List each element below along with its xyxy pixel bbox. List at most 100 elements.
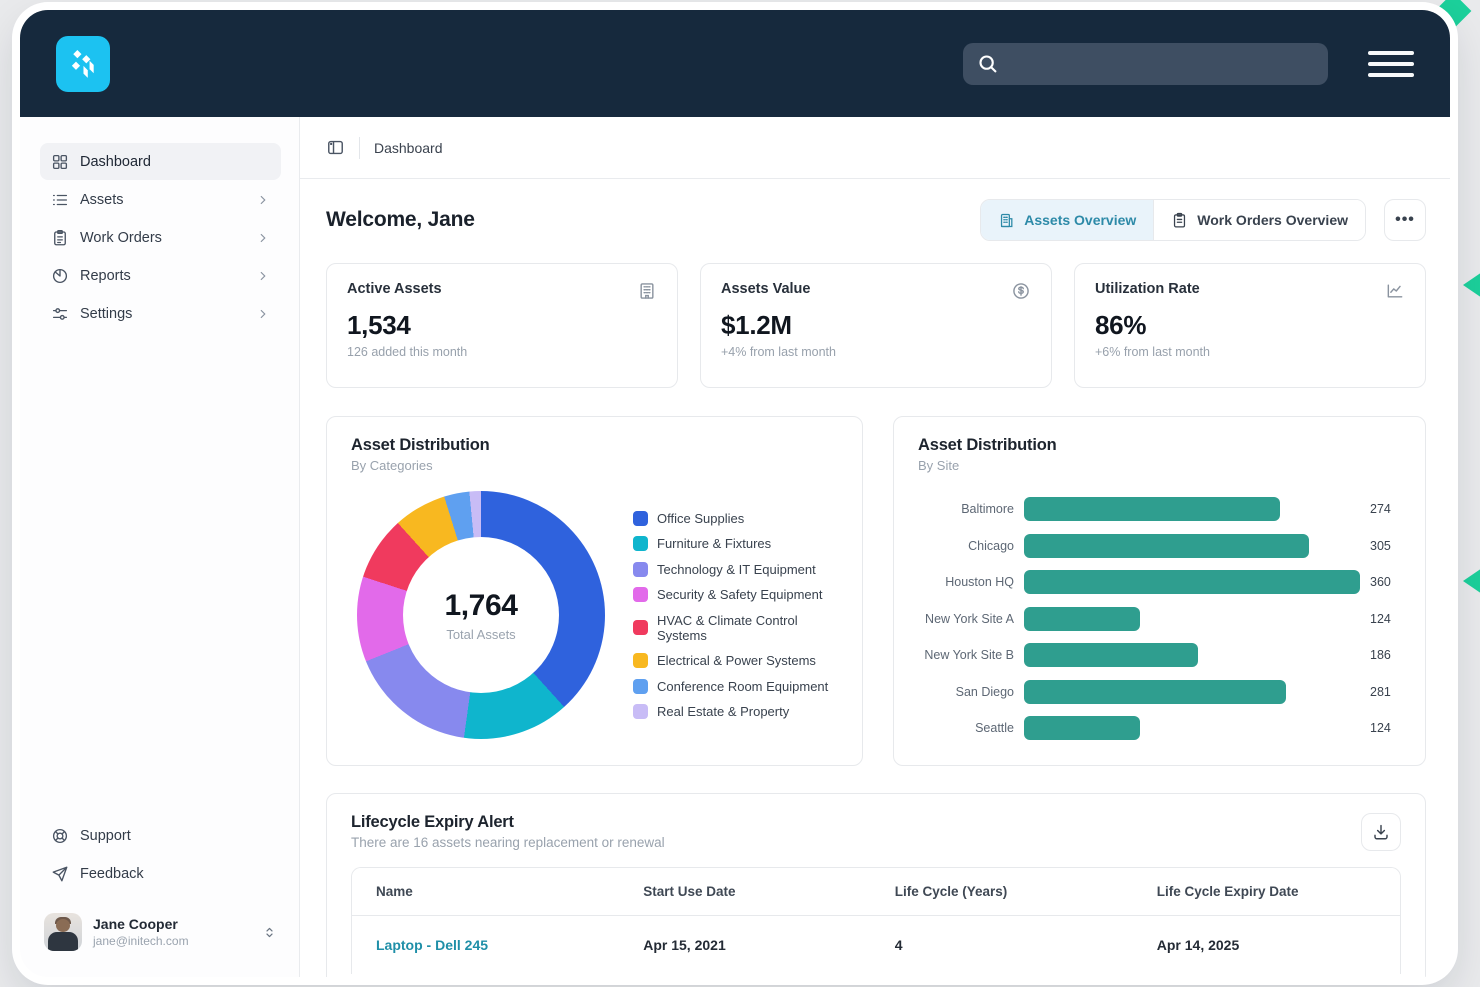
table-header-row: Name Start Use Date Life Cycle (Years) L… bbox=[352, 868, 1400, 916]
bar-chart-card: Asset Distribution By Site Baltimore 274… bbox=[893, 416, 1426, 766]
stat-subtitle: +6% from last month bbox=[1095, 345, 1210, 359]
logo-mark-icon bbox=[71, 49, 94, 78]
page-title: Welcome, Jane bbox=[326, 208, 475, 231]
trend-chart-icon bbox=[1385, 281, 1405, 301]
bar-value-label: 281 bbox=[1370, 684, 1391, 699]
stat-subtitle: +4% from last month bbox=[721, 345, 836, 359]
deco-green-arrow-top bbox=[1463, 270, 1480, 300]
download-button[interactable] bbox=[1361, 813, 1401, 851]
panel-left-toggle-icon[interactable] bbox=[326, 138, 345, 157]
sidebar-item-support[interactable]: Support bbox=[40, 817, 281, 854]
bar-row: San Diego 281 bbox=[918, 679, 1401, 704]
lifecycle-table: Name Start Use Date Life Cycle (Years) L… bbox=[351, 867, 1401, 974]
tab-label: Assets Overview bbox=[1024, 212, 1137, 228]
legend-item: HVAC & Climate Control Systems bbox=[633, 613, 838, 643]
lifecycle-title: Lifecycle Expiry Alert bbox=[351, 813, 514, 831]
bar-category-label: Houston HQ bbox=[945, 575, 1014, 589]
bar[interactable] bbox=[1024, 570, 1360, 594]
app-window: Dashboard Assets bbox=[20, 10, 1450, 977]
asset-name-link[interactable]: Laptop - Dell 245 bbox=[376, 937, 489, 953]
sliders-icon bbox=[51, 305, 69, 323]
sidebar-item-work-orders[interactable]: Work Orders bbox=[40, 219, 281, 256]
legend-item: Technology & IT Equipment bbox=[633, 561, 838, 577]
breadcrumb-divider bbox=[359, 136, 360, 159]
stat-card-utilization-rate: Utilization Rate 86% +6% from last month bbox=[1074, 263, 1426, 388]
bar[interactable] bbox=[1024, 643, 1198, 667]
user-menu[interactable]: Jane Cooper jane@initech.com bbox=[40, 913, 281, 951]
legend-swatch bbox=[633, 678, 648, 694]
paper-plane-icon bbox=[51, 865, 69, 883]
legend-label: HVAC & Climate Control Systems bbox=[657, 612, 798, 643]
lifecycle-expiry-card: Lifecycle Expiry Alert There are 16 asse… bbox=[326, 793, 1426, 977]
stat-title: Utilization Rate bbox=[1095, 281, 1200, 297]
bar[interactable] bbox=[1024, 533, 1309, 558]
breadcrumb-page[interactable]: Dashboard bbox=[374, 139, 443, 156]
chevron-right-icon bbox=[256, 193, 270, 207]
bar-chart: Baltimore 274 Chicago 305 Houston HQ bbox=[918, 497, 1401, 740]
bar[interactable] bbox=[1024, 716, 1140, 740]
overview-tabs: Assets Overview Work Orders Overview bbox=[980, 199, 1366, 241]
sidebar-item-feedback[interactable]: Feedback bbox=[40, 855, 281, 892]
bar-row: Chicago 305 bbox=[918, 533, 1401, 558]
chart-subtitle: By Site bbox=[918, 458, 960, 473]
bar-row: Seattle 124 bbox=[918, 716, 1401, 740]
stat-subtitle: 126 added this month bbox=[347, 345, 468, 359]
clipboard-icon bbox=[51, 229, 69, 247]
donut-legend: Office Supplies Furniture & Fixtures Tec… bbox=[633, 510, 838, 720]
chart-title: Asset Distribution bbox=[351, 436, 490, 454]
bar-row: New York Site A 124 bbox=[918, 606, 1401, 631]
legend-swatch bbox=[633, 561, 648, 577]
dashboard-content: Welcome, Jane Assets Overview bbox=[300, 179, 1450, 977]
download-icon bbox=[1374, 824, 1388, 840]
column-header-expiry-date[interactable]: Life Cycle Expiry Date bbox=[1156, 884, 1299, 899]
column-header-lifecycle-years[interactable]: Life Cycle (Years) bbox=[894, 884, 1008, 899]
chevron-up-down-icon bbox=[262, 925, 277, 940]
legend-label: Real Estate & Property bbox=[657, 704, 790, 720]
bar-category-label: Seattle bbox=[975, 721, 1014, 735]
stat-value: 1,534 bbox=[347, 310, 411, 340]
bar-category-label: New York Site B bbox=[924, 648, 1014, 662]
search-input[interactable] bbox=[1008, 55, 1314, 72]
legend-item: Conference Room Equipment bbox=[633, 678, 838, 694]
bar-category-label: Chicago bbox=[968, 538, 1014, 553]
more-options-button[interactable]: ••• bbox=[1384, 199, 1426, 241]
donut-total-value: 1,764 bbox=[444, 588, 518, 622]
donut-chart[interactable]: 1,764 Total Assets bbox=[357, 491, 605, 739]
chart-subtitle: By Categories bbox=[351, 458, 433, 473]
sidebar-item-assets[interactable]: Assets bbox=[40, 181, 281, 218]
app-logo[interactable] bbox=[56, 35, 110, 92]
tab-work-orders-overview[interactable]: Work Orders Overview bbox=[1153, 200, 1365, 240]
legend-label: Electrical & Power Systems bbox=[657, 653, 816, 669]
search-bar[interactable] bbox=[963, 42, 1328, 85]
sidebar: Dashboard Assets bbox=[20, 117, 300, 977]
stat-card-active-assets: Active Assets 1,534 126 added this month bbox=[326, 263, 678, 388]
top-bar bbox=[20, 10, 1450, 117]
deco-green-arrow-bottom bbox=[1463, 566, 1480, 596]
grid-icon bbox=[51, 153, 69, 171]
legend-swatch bbox=[633, 587, 648, 603]
bar-value-label: 305 bbox=[1370, 538, 1391, 553]
bar[interactable] bbox=[1024, 606, 1140, 631]
tab-assets-overview[interactable]: Assets Overview bbox=[981, 200, 1154, 240]
table-row: Laptop - Dell 245 Apr 15, 2021 4 Apr 14,… bbox=[352, 916, 1400, 974]
bar[interactable] bbox=[1024, 497, 1280, 521]
sidebar-item-settings[interactable]: Settings bbox=[40, 295, 281, 332]
legend-item: Security & Safety Equipment bbox=[633, 587, 838, 603]
avatar bbox=[44, 913, 82, 951]
sidebar-item-reports[interactable]: Reports bbox=[40, 257, 281, 294]
bar[interactable] bbox=[1024, 679, 1287, 704]
column-header-name[interactable]: Name bbox=[376, 884, 413, 899]
bar-value-label: 360 bbox=[1370, 575, 1391, 589]
sidebar-item-dashboard[interactable]: Dashboard bbox=[40, 143, 281, 180]
tab-label: Work Orders Overview bbox=[1197, 212, 1348, 228]
sidebar-item-label: Dashboard bbox=[80, 153, 151, 170]
lifecycle-subtitle: There are 16 assets nearing replacement … bbox=[351, 835, 665, 850]
building-icon bbox=[998, 212, 1015, 229]
list-icon bbox=[51, 191, 69, 209]
start-use-date-cell: Apr 15, 2021 bbox=[643, 937, 726, 953]
hamburger-menu-button[interactable] bbox=[1368, 50, 1414, 77]
user-email: jane@initech.com bbox=[93, 933, 189, 948]
bar-row: Houston HQ 360 bbox=[918, 570, 1401, 594]
column-header-start-date[interactable]: Start Use Date bbox=[643, 884, 736, 899]
legend-swatch bbox=[633, 510, 648, 526]
